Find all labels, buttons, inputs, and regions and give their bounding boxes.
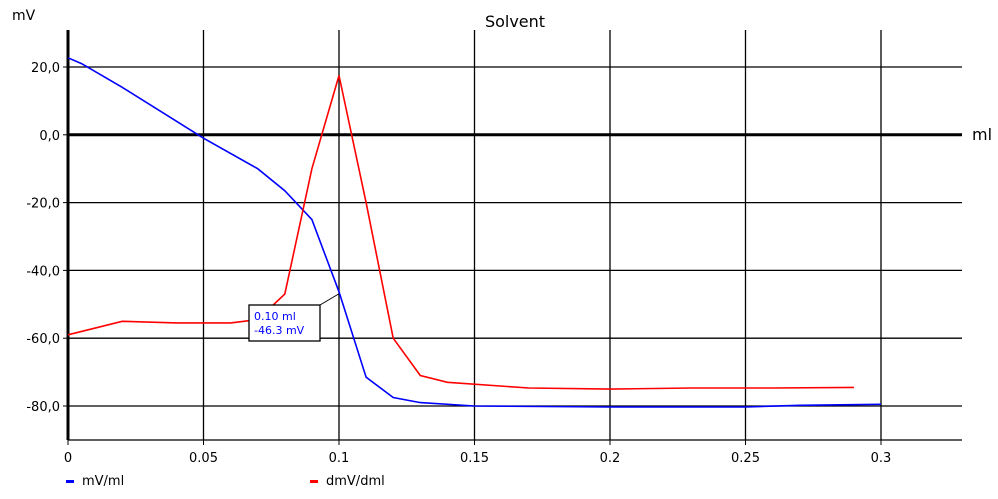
x-tick-label: 0.25 — [731, 451, 760, 466]
legend-label: dmV/dml — [326, 474, 385, 489]
chart-labels: Solvent mV ml — [12, 8, 992, 144]
legend-swatch — [310, 480, 318, 483]
y-tick-label: -60,0 — [26, 332, 60, 347]
series-line-mv-ml — [67, 57, 882, 408]
x-tick-label: 0.1 — [329, 451, 350, 466]
y-tick-label: -80,0 — [26, 400, 60, 415]
legend-swatch — [66, 480, 74, 483]
legend-label: mV/ml — [82, 474, 124, 489]
x-tick-label: 0.15 — [460, 451, 489, 466]
axes: 0 0.05 0.1 0.15 0.2 0.25 0.3 20,0 0,0 -20,0 -40,0 -… — [26, 30, 962, 466]
x-axis-label: ml — [972, 125, 992, 144]
value-tooltip: 0.10 ml-46.3 mV — [248, 293, 340, 342]
y-axis-label: mV — [12, 8, 36, 24]
x-tick-label: 0.3 — [871, 451, 892, 466]
x-tick-label: 0.05 — [189, 451, 218, 466]
y-tick-label: 20,0 — [31, 61, 60, 76]
y-tick-label: -40,0 — [26, 264, 60, 279]
chart-title: Solvent — [485, 12, 545, 31]
x-tick-label: 0.2 — [600, 451, 621, 466]
tooltip-y-text: -46.3 mV — [254, 324, 305, 337]
tooltip-x-text: 0.10 ml — [254, 310, 296, 323]
x-tick-label: 0 — [64, 451, 72, 466]
tooltip-leader-line — [319, 293, 340, 306]
series-lines — [67, 57, 882, 408]
legend: mV/ml dmV/dml — [66, 474, 385, 489]
tooltip-box — [248, 304, 321, 342]
y-tick-label: -20,0 — [26, 197, 60, 212]
series-line-dmv-dml — [67, 75, 854, 390]
grid — [68, 30, 962, 440]
y-tick-label: 0,0 — [39, 129, 60, 144]
